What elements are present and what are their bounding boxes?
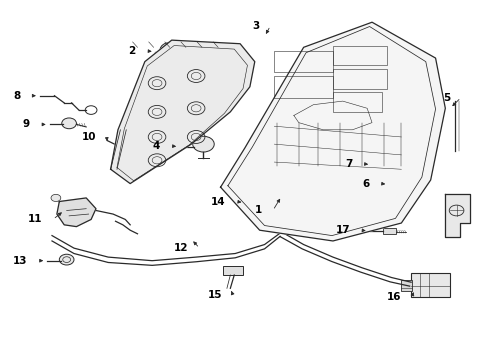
Text: 10: 10 (81, 132, 96, 142)
Polygon shape (57, 198, 96, 226)
Text: 11: 11 (28, 215, 42, 224)
Circle shape (59, 254, 74, 265)
Bar (274, 51, 333, 72)
Bar (164, 64, 175, 69)
Polygon shape (220, 22, 445, 241)
Bar (274, 76, 333, 98)
Circle shape (51, 194, 61, 202)
Bar (383, 228, 396, 234)
Polygon shape (272, 194, 296, 211)
Bar (333, 92, 382, 112)
Text: 13: 13 (13, 256, 27, 266)
Circle shape (193, 136, 214, 152)
Text: 9: 9 (23, 120, 30, 129)
Circle shape (119, 145, 132, 154)
Text: 14: 14 (211, 197, 225, 207)
Text: 17: 17 (336, 225, 350, 235)
Bar (223, 266, 243, 275)
Circle shape (399, 176, 416, 189)
Text: 3: 3 (252, 21, 260, 31)
Circle shape (382, 157, 399, 170)
Circle shape (62, 118, 76, 129)
Circle shape (160, 42, 181, 58)
Bar (333, 45, 387, 65)
Bar (401, 280, 412, 291)
Bar (411, 273, 450, 297)
Text: 1: 1 (255, 206, 262, 216)
Text: 2: 2 (128, 46, 135, 56)
Text: 5: 5 (443, 93, 450, 103)
Text: 15: 15 (208, 290, 222, 300)
Text: 7: 7 (345, 159, 352, 169)
Text: 16: 16 (387, 292, 401, 302)
Polygon shape (111, 40, 255, 184)
Text: 6: 6 (362, 179, 369, 189)
Bar (333, 69, 387, 89)
Text: 8: 8 (13, 91, 20, 101)
Text: 12: 12 (174, 243, 189, 253)
Circle shape (253, 193, 274, 209)
Text: 4: 4 (152, 141, 159, 151)
Polygon shape (445, 194, 470, 237)
